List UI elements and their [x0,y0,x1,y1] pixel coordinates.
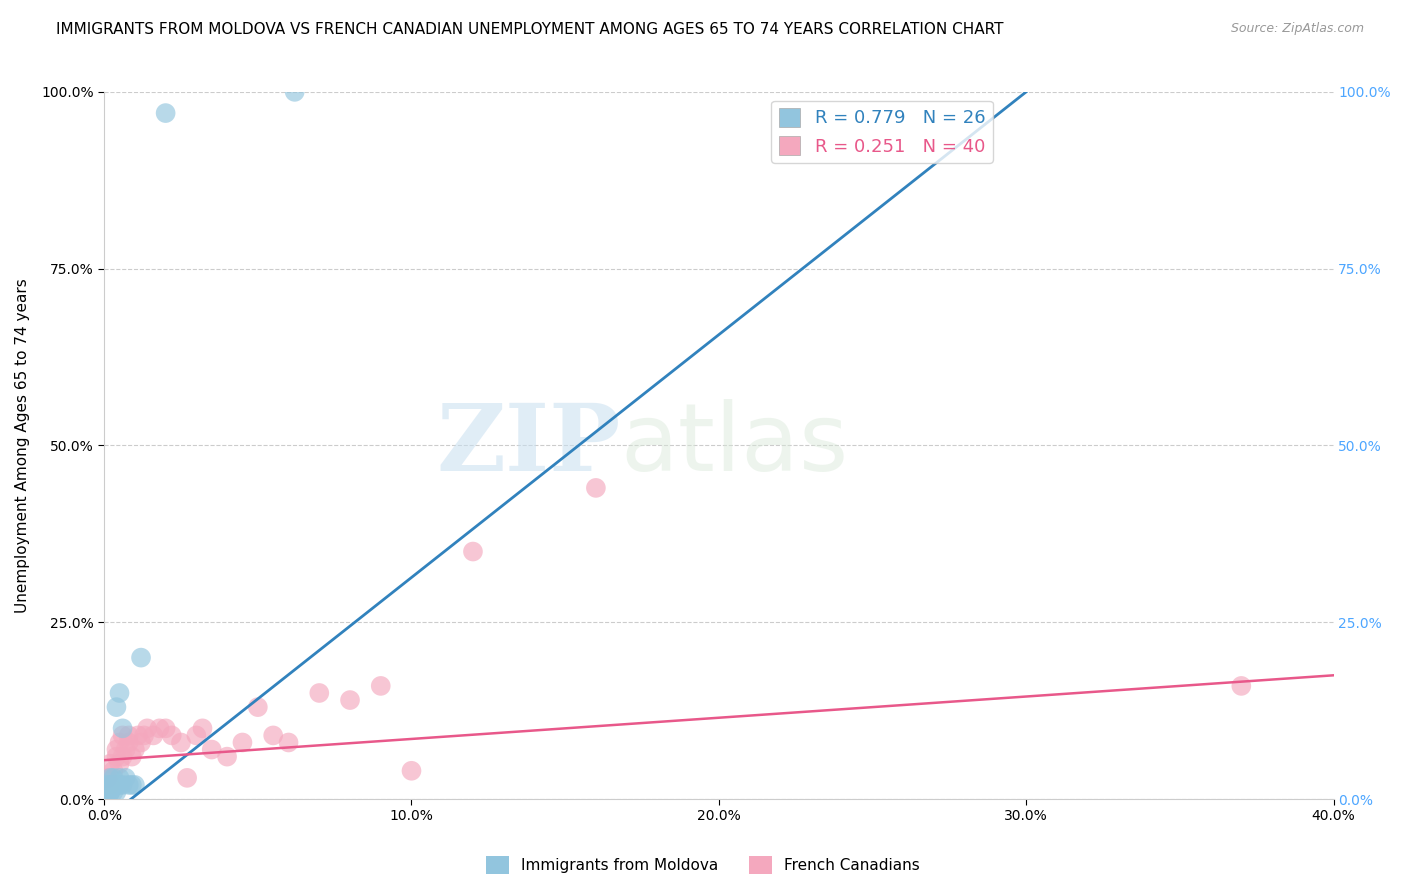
Text: IMMIGRANTS FROM MOLDOVA VS FRENCH CANADIAN UNEMPLOYMENT AMONG AGES 65 TO 74 YEAR: IMMIGRANTS FROM MOLDOVA VS FRENCH CANADI… [56,22,1004,37]
Point [108,735,131,749]
Point [155,106,177,120]
Point [160,728,183,742]
Point [105,742,128,756]
Point [129,650,152,665]
Legend: R = 0.779   N = 26, R = 0.251   N = 40: R = 0.779 N = 26, R = 0.251 N = 40 [772,101,993,163]
Point [118,778,141,792]
Point [108,756,131,771]
Point [98,778,121,792]
Point [1230,679,1253,693]
Point [103,785,125,799]
Point [121,749,143,764]
Point [98,771,121,785]
Point [201,742,224,756]
Point [136,722,159,736]
Point [98,778,121,792]
Point [191,722,214,736]
Point [114,771,136,785]
Point [96,785,118,799]
Point [127,728,149,742]
Point [103,778,125,792]
Point [103,764,125,778]
Point [370,679,392,693]
Point [96,785,118,799]
Point [170,735,193,749]
Point [111,749,134,764]
Point [96,778,118,792]
Point [105,700,128,714]
Point [114,742,136,756]
Point [142,728,165,742]
Text: atlas: atlas [620,400,849,491]
Point [461,544,484,558]
Point [111,722,134,736]
Point [262,728,284,742]
Point [98,756,121,771]
Point [103,771,125,785]
Point [105,785,128,799]
Y-axis label: Unemployment Among Ages 65 to 74 years: Unemployment Among Ages 65 to 74 years [15,278,30,613]
Point [103,778,125,792]
Point [121,778,143,792]
Point [132,728,155,742]
Point [339,693,361,707]
Point [118,728,141,742]
Point [111,728,134,742]
Point [186,728,208,742]
Point [284,85,307,99]
Point [124,742,146,756]
Point [246,700,269,714]
Point [176,771,198,785]
Point [98,785,121,799]
Point [108,771,131,785]
Point [124,778,146,792]
Point [96,771,118,785]
Point [401,764,423,778]
Legend: Immigrants from Moldova, French Canadians: Immigrants from Moldova, French Canadian… [479,850,927,880]
Point [308,686,330,700]
Point [277,735,299,749]
Point [129,735,152,749]
Point [118,735,141,749]
Point [108,686,131,700]
Point [111,778,134,792]
Point [98,785,121,799]
Point [155,722,177,736]
Point [108,778,131,792]
Point [217,749,239,764]
Text: Source: ZipAtlas.com: Source: ZipAtlas.com [1230,22,1364,36]
Point [231,735,253,749]
Point [105,749,128,764]
Text: ZIP: ZIP [436,401,620,491]
Point [105,778,128,792]
Point [585,481,607,495]
Point [148,722,170,736]
